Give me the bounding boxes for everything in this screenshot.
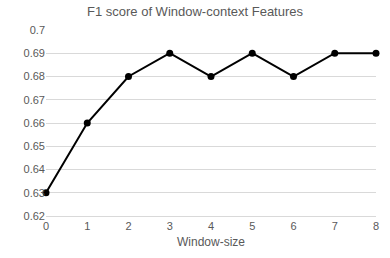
svg-text:0.66: 0.66 (24, 117, 45, 129)
svg-text:0.65: 0.65 (24, 140, 45, 152)
svg-text:4: 4 (208, 220, 214, 232)
svg-text:6: 6 (290, 220, 296, 232)
svg-text:8: 8 (373, 220, 379, 232)
svg-text:5: 5 (249, 220, 255, 232)
svg-text:1: 1 (84, 220, 90, 232)
svg-text:3: 3 (167, 220, 173, 232)
svg-text:Window-size: Window-size (177, 235, 245, 249)
svg-text:0.63: 0.63 (24, 187, 45, 199)
svg-text:0: 0 (43, 220, 49, 232)
svg-text:2: 2 (125, 220, 131, 232)
svg-text:0.67: 0.67 (24, 94, 45, 106)
svg-text:F1 score of Window-context Fea: F1 score of Window-context Features (87, 4, 304, 19)
svg-text:0.64: 0.64 (24, 163, 45, 175)
svg-text:0.62: 0.62 (24, 210, 45, 222)
svg-text:0.68: 0.68 (24, 70, 45, 82)
svg-text:0.7: 0.7 (30, 24, 45, 36)
svg-text:0.69: 0.69 (24, 47, 45, 59)
svg-text:7: 7 (332, 220, 338, 232)
